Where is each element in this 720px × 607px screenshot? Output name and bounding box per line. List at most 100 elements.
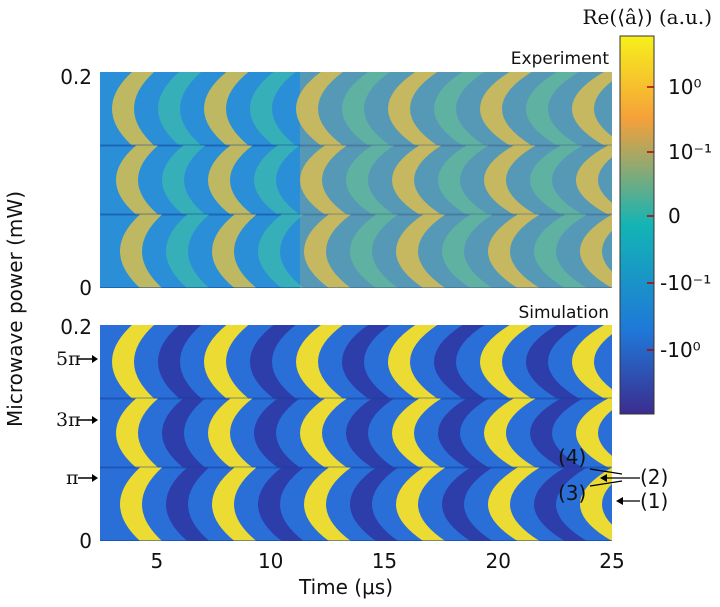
x-axis: 5 10 15 20 25 bbox=[151, 549, 625, 573]
simulation-title: Simulation bbox=[518, 303, 609, 323]
fringe-band bbox=[204, 72, 249, 146]
fringe-band bbox=[350, 214, 398, 288]
fringe-band bbox=[250, 72, 296, 146]
fringe-band bbox=[526, 325, 579, 399]
colorbar-label-3: 0 bbox=[668, 204, 681, 228]
point-arrowhead-2 bbox=[600, 474, 607, 482]
fringe-band bbox=[442, 467, 493, 541]
pi-marker-3pi: 3π bbox=[56, 409, 98, 431]
fringe-band bbox=[580, 214, 612, 288]
fringe-band bbox=[484, 398, 536, 468]
fringe-band bbox=[258, 214, 304, 288]
fringe-band bbox=[576, 398, 612, 468]
fringe-band bbox=[346, 398, 394, 468]
fringe-band bbox=[120, 214, 162, 288]
fringe-band bbox=[442, 214, 493, 288]
experiment-panel: Experiment 0.2 0 bbox=[60, 49, 612, 300]
fringe-band bbox=[304, 214, 351, 288]
fringe-band bbox=[388, 72, 438, 146]
experiment-ytick-max: 0.2 bbox=[60, 65, 92, 89]
colorbar-title: Re(⟨â⟩) (a.u.) bbox=[582, 5, 712, 29]
fringe-band bbox=[488, 214, 540, 288]
point-arrowhead-1 bbox=[616, 497, 623, 505]
pi-marker-5pi: 5π bbox=[56, 348, 98, 370]
fringe-band bbox=[166, 467, 210, 541]
x-tick-label: 5 bbox=[151, 549, 164, 573]
colorbar-label-4: -10⁻¹ bbox=[660, 271, 711, 295]
fringe-band bbox=[120, 467, 162, 541]
fringe-band bbox=[530, 398, 583, 468]
pi-arrowhead-3pi bbox=[92, 416, 98, 424]
fringe-band bbox=[258, 467, 304, 541]
experiment-title: Experiment bbox=[511, 49, 610, 69]
fringe-band bbox=[392, 398, 442, 468]
fringe-band bbox=[112, 325, 154, 399]
colorbar-gradient bbox=[619, 35, 655, 415]
fringe-band bbox=[580, 467, 612, 541]
fringe-band bbox=[392, 145, 442, 215]
fringe-band bbox=[304, 467, 351, 541]
fringe-band bbox=[342, 325, 390, 399]
fringe-band bbox=[166, 214, 210, 288]
fringe-band bbox=[208, 398, 253, 468]
fringe-band bbox=[208, 145, 253, 215]
fringe-band bbox=[300, 145, 347, 215]
fringe-band bbox=[346, 145, 394, 215]
simulation-ytick-zero: 0 bbox=[79, 529, 92, 553]
point-arrow-4 bbox=[589, 468, 623, 475]
fringe-band bbox=[438, 398, 489, 468]
pi-marker-pi: π bbox=[66, 467, 98, 489]
pi-label-pi: π bbox=[66, 467, 79, 489]
fringe-band bbox=[116, 398, 158, 468]
fringe-band bbox=[480, 72, 532, 146]
fringe-band bbox=[212, 214, 257, 288]
x-tick-label: 25 bbox=[599, 549, 624, 573]
fringe-band bbox=[396, 214, 446, 288]
y-axis-label: Microwave power (mW) bbox=[3, 191, 27, 427]
fringe-band bbox=[300, 398, 347, 468]
fringe-band bbox=[212, 467, 257, 541]
colorbar-ticks bbox=[647, 86, 654, 351]
experiment-ytick-zero: 0 bbox=[79, 276, 92, 300]
fringe-band bbox=[572, 325, 612, 399]
fringe-band bbox=[162, 398, 206, 468]
pi-arrowhead-5pi bbox=[92, 355, 98, 363]
simulation-ytick-max: 0.2 bbox=[60, 315, 92, 339]
pi-label-5pi: 5π bbox=[56, 348, 81, 370]
fringe-band bbox=[158, 325, 202, 399]
fringe-band bbox=[526, 72, 579, 146]
x-tick-label: 20 bbox=[485, 549, 510, 573]
fringe-band bbox=[434, 325, 485, 399]
fringe-band bbox=[484, 145, 536, 215]
point-marker-3: (3) bbox=[558, 481, 586, 505]
fringe-band bbox=[438, 145, 489, 215]
point-arrow-3 bbox=[589, 480, 623, 487]
colorbar-label-1: 10⁰ bbox=[668, 75, 701, 99]
fringe-band bbox=[572, 72, 612, 146]
fringe-band bbox=[204, 325, 249, 399]
experiment-fringes bbox=[100, 72, 612, 288]
point-marker-4: (4) bbox=[558, 445, 586, 469]
colorbar: Re(⟨â⟩) (a.u.) 10⁰ 10⁻¹ 0 -10⁻¹ -10⁰ bbox=[582, 5, 712, 415]
colorbar-label-5: -10⁰ bbox=[660, 338, 701, 362]
pi-arrowhead-pi bbox=[92, 474, 98, 482]
simulation-fringes bbox=[100, 325, 612, 541]
fringe-band bbox=[530, 145, 583, 215]
point-marker-2: (2) bbox=[640, 465, 668, 489]
fringe-band bbox=[342, 72, 390, 146]
fringe-band bbox=[162, 145, 206, 215]
pi-label-3pi: 3π bbox=[56, 409, 81, 431]
simulation-panel: Simulation 0.2 0 5π 3π π (4) (2) (3) (1) bbox=[56, 303, 668, 553]
x-tick-label: 10 bbox=[258, 549, 283, 573]
fringe-band bbox=[296, 325, 343, 399]
fringe-band bbox=[480, 325, 532, 399]
fringe-band bbox=[434, 72, 485, 146]
fringe-band bbox=[396, 467, 446, 541]
fringe-band bbox=[296, 72, 343, 146]
fringe-band bbox=[388, 325, 438, 399]
colorbar-label-2: 10⁻¹ bbox=[668, 140, 712, 164]
point-marker-1: (1) bbox=[640, 489, 668, 513]
fringe-band bbox=[488, 467, 540, 541]
fringe-band bbox=[250, 325, 296, 399]
